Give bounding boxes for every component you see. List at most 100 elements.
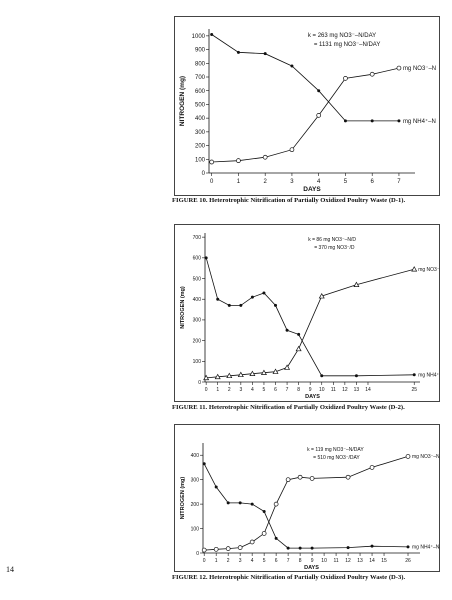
rate-annotation: = 1131 mg NO3⁻–N/DAY	[314, 42, 380, 48]
y-tick-label: 500	[195, 103, 206, 109]
data-point	[318, 292, 325, 299]
data-point	[310, 546, 314, 550]
data-point	[261, 531, 267, 536]
data-point	[405, 454, 411, 459]
y-axis-title: NITROGEN (mg)	[180, 477, 186, 520]
data-point	[316, 113, 322, 118]
x-tick-label: 14	[369, 558, 375, 564]
x-tick-label: 11	[333, 558, 338, 564]
y-tick-label: 400	[193, 297, 202, 303]
rate-annotation: = 370 mg NO3⁻/D	[314, 245, 355, 251]
x-tick-label: 10	[321, 558, 327, 564]
y-tick-label: 200	[193, 338, 202, 344]
series-label: mg NH4⁺–N	[403, 118, 436, 125]
x-tick-label: 3	[239, 387, 242, 393]
figure-11-panel: 0 100 200 300 400 500 600 700 0 1 2 3 4 5 6 7 8 9 10 11 12 13…	[174, 224, 440, 402]
x-tick-label: 0	[203, 558, 206, 564]
y-tick-label: 1000	[192, 34, 206, 40]
data-point	[203, 374, 210, 381]
x-tick-label: 12	[342, 387, 348, 393]
data-point	[346, 546, 350, 550]
series-line-ammonium	[205, 257, 415, 377]
x-tick-label: 1	[215, 558, 218, 564]
x-tick-label: 4	[317, 179, 321, 185]
y-tick-label: 100	[195, 157, 206, 163]
y-tick-label: 0	[202, 171, 206, 177]
x-tick-label: 7	[286, 387, 289, 393]
y-tick-label: 300	[195, 130, 206, 136]
data-point	[214, 373, 221, 380]
x-tick-label: 0	[205, 387, 208, 393]
series-label: mg NH4⁺–N	[412, 545, 439, 551]
y-tick-label: 900	[195, 48, 206, 54]
x-tick-label: 1	[237, 179, 241, 185]
x-tick-label: 9	[309, 387, 312, 393]
x-tick-label: 8	[297, 387, 300, 393]
x-tick-label: 13	[357, 558, 363, 564]
data-point	[237, 545, 243, 550]
data-point	[343, 119, 347, 123]
x-tick-label: 8	[299, 558, 302, 564]
x-tick-label: 12	[345, 558, 351, 564]
data-point	[397, 119, 401, 123]
data-point	[263, 52, 267, 56]
y-tick-label: 100	[191, 526, 200, 532]
series-label: mg NH4⁺–N	[418, 373, 439, 379]
figure-12-panel: 0 100 200 300 400 0 1 2 3 4 5 6 7 8 9 10 11 12 13 14 15 26 DAY…	[174, 424, 440, 572]
data-point	[285, 328, 289, 332]
y-axis-title: NITROGEN (mg)	[180, 286, 186, 329]
data-point	[262, 509, 266, 513]
data-point	[353, 281, 360, 288]
y-tick-label: 700	[193, 235, 202, 241]
data-point	[284, 364, 291, 370]
x-tick-label: 7	[397, 179, 401, 185]
data-point	[209, 159, 215, 165]
y-tick-label: 500	[193, 276, 202, 282]
x-tick-label: 4	[251, 387, 254, 393]
data-point	[406, 545, 410, 549]
y-tick-label: 600	[193, 256, 202, 262]
data-point	[345, 474, 351, 480]
y-tick-label: 0	[198, 380, 201, 386]
x-tick-label: 13	[354, 387, 360, 393]
y-tick-label: 0	[196, 551, 199, 557]
y-tick-label: 800	[195, 61, 206, 67]
y-tick-label: 300	[191, 477, 200, 483]
data-point	[260, 369, 267, 375]
x-tick-label: 6	[274, 387, 277, 393]
data-point	[273, 501, 279, 507]
data-point	[289, 147, 295, 153]
data-point	[285, 477, 291, 483]
series-label: mg NO3⁻–N	[412, 454, 439, 460]
data-point	[343, 76, 348, 81]
figure-10-panel: 0 100 200 300 400 500 600 700 800 900 1000 0 1 2 3 4 5 6 7…	[174, 16, 440, 196]
data-point	[354, 374, 358, 378]
data-point	[290, 64, 294, 68]
data-point	[396, 65, 402, 71]
x-tick-label: 26	[405, 558, 411, 564]
figure-12-caption: FIGURE 12. Heterotrophic Nitrification o…	[172, 574, 406, 581]
x-tick-label: 3	[239, 558, 242, 564]
x-tick-label: 25	[411, 387, 417, 393]
data-point	[250, 502, 254, 506]
x-tick-label: 4	[251, 558, 254, 564]
figure-11-caption: FIGURE 11. Heterotrophic Nitrification o…	[172, 404, 405, 411]
data-point	[274, 303, 278, 307]
figure-10-chart: 0 100 200 300 400 500 600 700 800 900 1000 0 1 2 3 4 5 6 7…	[179, 29, 436, 193]
data-point	[262, 154, 268, 160]
series-label: mg NO3⁻–N	[418, 267, 439, 273]
data-point	[249, 370, 256, 376]
series-line-nitrate	[206, 268, 415, 379]
data-point	[214, 485, 218, 489]
data-point	[216, 297, 220, 301]
data-point	[239, 303, 243, 307]
x-tick-label: 6	[275, 558, 278, 564]
x-tick-label: 5	[263, 558, 266, 564]
x-axis-title: DAYS	[303, 186, 321, 193]
y-tick-label: 400	[191, 453, 200, 459]
data-point	[297, 474, 303, 480]
rate-annotation: k = 263 mg NO3⁻–N/DAY	[308, 33, 376, 39]
data-point	[210, 32, 214, 36]
y-tick-label: 700	[195, 75, 206, 81]
